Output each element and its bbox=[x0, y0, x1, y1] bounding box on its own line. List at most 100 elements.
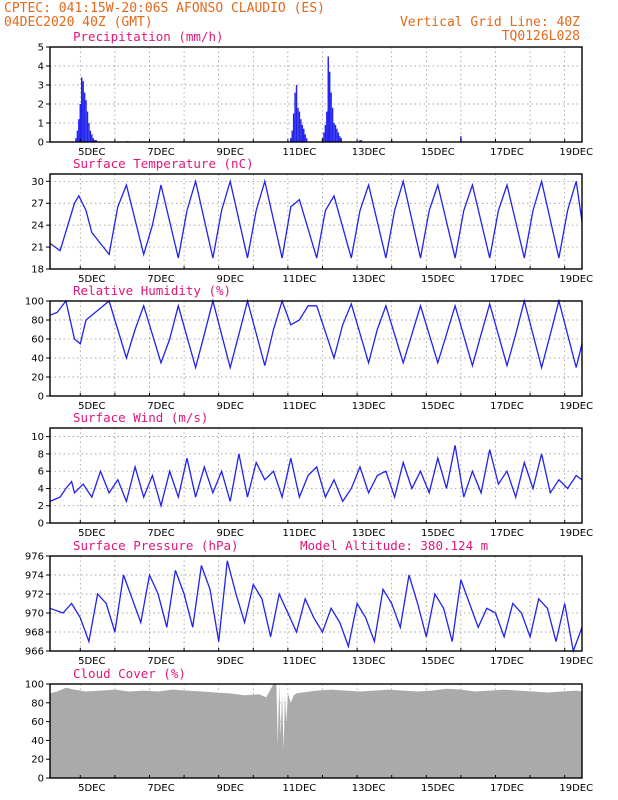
y-tick-label: 5 bbox=[38, 43, 44, 54]
precip-bar bbox=[76, 130, 79, 142]
panel-temperature: 18 21 24 27 30 5DEC 7DEC 9DEC 11DEC 13DEC 15DEC 17D… bbox=[31, 156, 593, 285]
precip-bar bbox=[82, 81, 84, 142]
y-tick-label: 2 bbox=[38, 501, 44, 512]
precip-bar bbox=[294, 92, 296, 142]
precip-bar bbox=[328, 71, 331, 142]
x-tick-label: 19DEC bbox=[559, 528, 593, 539]
precip-bar bbox=[331, 107, 334, 142]
wind-line bbox=[49, 445, 583, 509]
y-tick-label: 976 bbox=[25, 552, 44, 563]
y-tick-label: 3 bbox=[38, 81, 44, 92]
x-tick-label: 5DEC bbox=[78, 401, 105, 412]
x-tick-label: 17DEC bbox=[490, 147, 524, 158]
y-tick-label: 974 bbox=[25, 571, 44, 582]
y-tick-label: 1 bbox=[38, 119, 44, 130]
x-tick-label: 7DEC bbox=[147, 401, 174, 412]
panel-frame bbox=[49, 46, 583, 143]
x-tick-label: 11DEC bbox=[283, 528, 317, 539]
y-tick-label: 60 bbox=[31, 717, 44, 728]
y-tick-label: 968 bbox=[25, 628, 44, 639]
panel-cloud: 0 20 40 60 80 100 5DEC 7DEC 9DEC 11DEC 13DEC 15DEC 1… bbox=[25, 666, 593, 794]
grid-humidity bbox=[50, 301, 582, 396]
x-tick-label: 11DEC bbox=[283, 783, 317, 794]
precip-bar bbox=[304, 134, 306, 142]
grid-precipitation bbox=[50, 47, 582, 142]
temperature-line bbox=[49, 178, 583, 259]
precip-bar bbox=[359, 140, 361, 142]
x-tick-label: 9DEC bbox=[217, 401, 244, 412]
precip-bar bbox=[340, 138, 342, 142]
y-tick-label: 60 bbox=[31, 335, 44, 346]
y-tick-label: 0 bbox=[38, 138, 44, 149]
x-tick-label: 15DEC bbox=[421, 147, 455, 158]
precip-bar bbox=[298, 111, 301, 142]
x-tick-label: 15DEC bbox=[421, 783, 455, 794]
y-tick-label: 966 bbox=[25, 647, 44, 658]
x-tick-label: 7DEC bbox=[147, 528, 174, 539]
y-tick-label: 0 bbox=[38, 519, 44, 530]
precip-bar bbox=[290, 138, 292, 142]
y-tick-label: 20 bbox=[31, 755, 44, 766]
x-tick-label: 5DEC bbox=[78, 147, 105, 158]
precip-bar bbox=[339, 136, 341, 142]
precip-bar bbox=[336, 128, 338, 142]
panel-wind: 0 2 4 6 8 10 5DEC 7DEC 9DEC 11DEC 13DEC 15DEC 17DEC 1… bbox=[31, 410, 593, 539]
x-tick-label: 5DEC bbox=[78, 274, 105, 285]
panel-frame bbox=[49, 427, 583, 524]
x-tick-label: 7DEC bbox=[147, 274, 174, 285]
precip-bar bbox=[327, 56, 329, 142]
precip-bar bbox=[303, 128, 305, 142]
precip-bar bbox=[91, 134, 93, 142]
precip-bar bbox=[95, 140, 97, 142]
panel-humidity: 0 20 40 60 80 100 5DEC 7DEC 9DEC 11DEC 13DEC 15DEC 1… bbox=[25, 283, 593, 412]
grid-pressure bbox=[50, 556, 582, 651]
header-grid-line: Vertical Grid Line: 40Z bbox=[400, 15, 580, 30]
y-tick-label: 4 bbox=[38, 484, 44, 495]
x-tick-label: 9DEC bbox=[217, 147, 244, 158]
precip-bar bbox=[297, 107, 299, 142]
precip-bar bbox=[83, 92, 86, 142]
y-tick-label: 21 bbox=[31, 243, 44, 254]
y-tick-label: 80 bbox=[31, 316, 44, 327]
humidity-line bbox=[49, 298, 583, 371]
precip-bar bbox=[337, 132, 340, 142]
header-run-time: 04DEC2020 40Z (GMT) bbox=[4, 15, 153, 30]
x-tick-label: 5DEC bbox=[78, 783, 105, 794]
precip-bar bbox=[301, 124, 304, 142]
x-tick-label: 5DEC bbox=[78, 656, 105, 667]
precip-bar bbox=[93, 140, 96, 142]
x-tick-label: 15DEC bbox=[421, 401, 455, 412]
x-tick-label: 17DEC bbox=[490, 274, 524, 285]
precip-bar bbox=[330, 92, 332, 142]
x-tick-label: 13DEC bbox=[352, 147, 386, 158]
x-tick-label: 7DEC bbox=[147, 783, 174, 794]
grid-temperature bbox=[50, 174, 582, 269]
y-tick-label: 20 bbox=[31, 373, 44, 384]
precip-bar bbox=[89, 130, 92, 142]
x-tick-label: 13DEC bbox=[352, 656, 386, 667]
y-tick-label: 10 bbox=[31, 432, 44, 443]
y-tick-label: 30 bbox=[31, 177, 44, 188]
x-tick-label: 13DEC bbox=[352, 274, 386, 285]
precip-bar bbox=[300, 119, 302, 142]
x-tick-label: 19DEC bbox=[559, 401, 593, 412]
x-tick-label: 19DEC bbox=[559, 274, 593, 285]
y-tick-label: 972 bbox=[25, 590, 44, 601]
y-tick-label: 0 bbox=[38, 392, 44, 403]
y-tick-label: 4 bbox=[38, 62, 44, 73]
x-tick-label: 17DEC bbox=[490, 528, 524, 539]
panel-pressure: 966 968 970 972 974 976 5DEC 7DEC 9DEC 11DEC 13DEC… bbox=[25, 538, 593, 667]
panel-title: Surface Temperature (nC) bbox=[73, 156, 254, 171]
x-tick-label: 13DEC bbox=[352, 528, 386, 539]
header-model-code: TQ0126L028 bbox=[502, 29, 580, 44]
x-tick-label: 11DEC bbox=[283, 656, 317, 667]
model-altitude-label: Model Altitude: 380.124 m bbox=[300, 538, 488, 553]
y-tick-label: 40 bbox=[31, 354, 44, 365]
grid-wind bbox=[50, 428, 582, 523]
precip-bar bbox=[305, 138, 308, 142]
x-tick-label: 11DEC bbox=[283, 401, 317, 412]
y-tick-label: 2 bbox=[38, 100, 44, 111]
x-tick-label: 9DEC bbox=[217, 656, 244, 667]
x-tick-label: 7DEC bbox=[147, 147, 174, 158]
